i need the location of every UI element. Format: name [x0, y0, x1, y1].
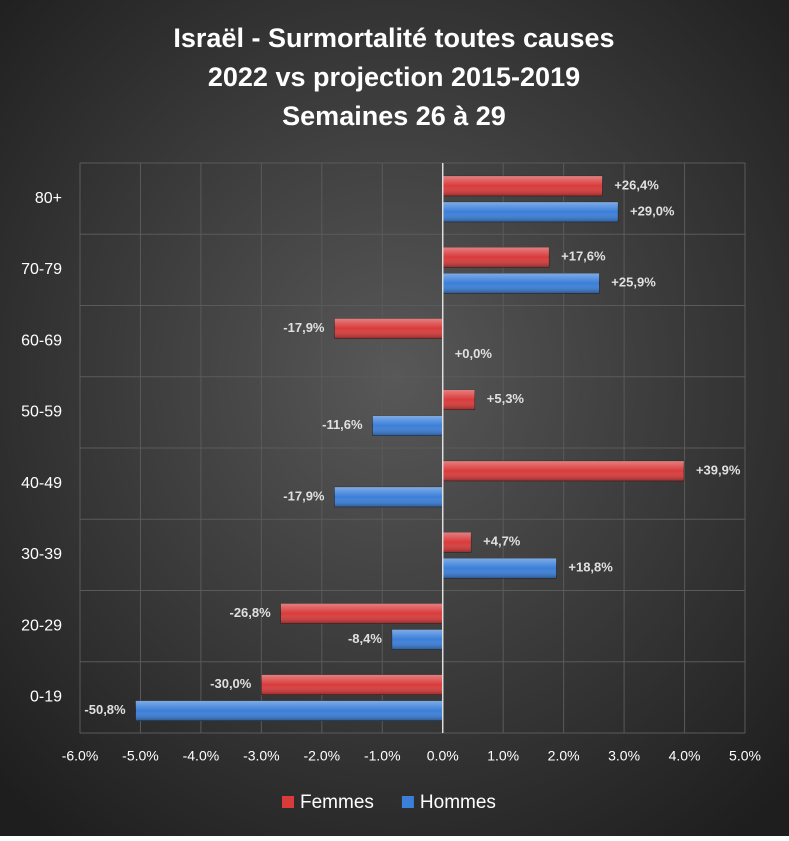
- x-tick-label: -3.0%: [243, 748, 280, 764]
- data-label: +25,9%: [611, 275, 656, 290]
- legend-swatch: [282, 796, 294, 808]
- bar-shade: [442, 247, 550, 268]
- bar-shade: [442, 558, 557, 579]
- data-label: +4,7%: [483, 534, 521, 549]
- data-label: -26,8%: [230, 605, 272, 620]
- data-label: +17,6%: [561, 249, 606, 264]
- bar-shade: [442, 532, 472, 553]
- legend-swatch: [401, 796, 414, 808]
- y-tick-label: 30-39: [21, 546, 62, 563]
- bar-shade: [135, 700, 443, 721]
- y-tick-label: 50-59: [21, 404, 62, 421]
- bar-shade: [334, 487, 443, 507]
- data-label: -17,9%: [283, 320, 325, 335]
- bar-shade: [261, 674, 443, 695]
- data-label: -11,6%: [322, 417, 363, 432]
- data-label: +0,0%: [455, 346, 493, 361]
- legend-label: Hommes: [420, 792, 496, 813]
- y-tick-label: 60-69: [21, 332, 62, 349]
- data-label: -50,8%: [84, 702, 126, 717]
- x-tick-label: 1.0%: [487, 748, 519, 764]
- bar-shade: [442, 273, 600, 294]
- bar-shade: [334, 318, 443, 339]
- data-label: +29,0%: [630, 203, 675, 218]
- x-tick-label: -4.0%: [183, 748, 220, 764]
- bar-shade: [372, 415, 443, 436]
- y-tick-label: 40-49: [21, 475, 62, 492]
- y-tick-label: 80+: [35, 190, 62, 207]
- chart-title: Israël - Surmortalité toutes causes: [173, 23, 614, 53]
- x-tick-label: -6.0%: [62, 748, 99, 764]
- bar-shade: [442, 461, 684, 481]
- x-tick-label: 4.0%: [669, 748, 701, 764]
- chart-title: Semaines 26 à 29: [282, 101, 506, 131]
- x-tick-label: -2.0%: [304, 748, 341, 764]
- chart-title: 2022 vs projection 2015-2019: [208, 62, 580, 92]
- bar-shade: [391, 629, 443, 650]
- x-tick-label: 2.0%: [548, 748, 580, 764]
- y-tick-label: 0-19: [30, 689, 62, 706]
- bar-shade: [442, 389, 475, 410]
- legend-label: Femmes: [300, 792, 374, 813]
- data-label: +18,8%: [568, 560, 613, 575]
- data-label: +26,4%: [614, 177, 659, 192]
- x-tick-label: 5.0%: [729, 748, 761, 764]
- x-tick-label: -5.0%: [122, 748, 159, 764]
- data-label: -17,9%: [283, 488, 325, 503]
- y-tick-label: 70-79: [21, 261, 62, 278]
- bar-shade: [280, 603, 443, 624]
- data-label: +5,3%: [487, 391, 525, 406]
- bar-shade: [442, 202, 619, 222]
- bar-shade: [442, 176, 603, 196]
- data-label: -30,0%: [210, 676, 252, 691]
- y-tick-label: 20-29: [21, 617, 62, 634]
- data-label: +39,9%: [696, 462, 741, 477]
- data-label: -8,4%: [348, 631, 382, 646]
- x-tick-label: 3.0%: [608, 748, 640, 764]
- x-tick-label: -1.0%: [364, 748, 401, 764]
- x-tick-label: 0.0%: [427, 748, 459, 764]
